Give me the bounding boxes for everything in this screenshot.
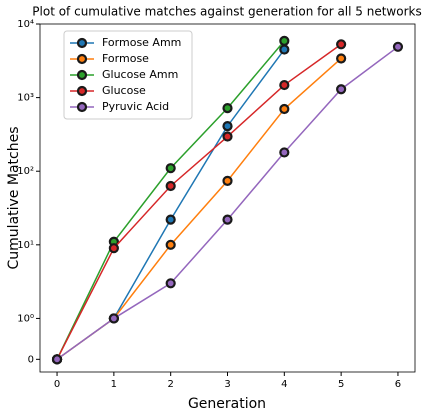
- y-axis-label: Cumulative Matches: [6, 127, 22, 270]
- legend-label: Glucose: [102, 84, 146, 97]
- legend-marker: [76, 85, 88, 97]
- legend-marker: [76, 69, 88, 81]
- data-point: [392, 41, 404, 52]
- data-point: [222, 121, 233, 132]
- legend-marker: [76, 101, 88, 113]
- data-point: [222, 214, 233, 225]
- data-point: [165, 214, 176, 225]
- data-point: [222, 131, 233, 142]
- y-tick-label: 10⁴: [17, 19, 34, 30]
- legend-marker: [76, 37, 88, 49]
- data-point: [51, 354, 63, 365]
- legend-box: [63, 30, 193, 120]
- x-tick-label: 0: [54, 379, 60, 390]
- data-point: [165, 239, 176, 250]
- legend-marker: [76, 53, 88, 65]
- data-point: [279, 79, 290, 91]
- y-tick-label: 10²: [17, 166, 34, 177]
- data-point: [165, 163, 176, 174]
- data-point: [336, 39, 347, 50]
- data-point: [336, 53, 347, 64]
- x-tick-label: 2: [167, 379, 173, 390]
- data-point: [165, 180, 176, 192]
- legend-label: Pyruvic Acid: [102, 100, 169, 113]
- data-point: [108, 243, 119, 254]
- y-tick-label: 10³: [17, 93, 34, 104]
- data-point: [222, 103, 233, 114]
- x-tick-label: 5: [338, 379, 344, 390]
- chart-title: Plot of cumulative matches against gener…: [32, 5, 421, 19]
- legend: Formose Amm Formose Glucose Amm Glucose Pyru…: [63, 30, 193, 120]
- y-tick-label: 10¹: [17, 240, 34, 251]
- legend-label: Glucose Amm: [102, 68, 178, 81]
- series-line: [56, 43, 342, 360]
- x-tick-label: 3: [224, 379, 230, 390]
- legend-label: Formose: [102, 52, 149, 65]
- data-point: [279, 103, 290, 115]
- legend-label: Formose Amm: [102, 36, 181, 49]
- y-tick-label: 10⁰: [17, 313, 34, 324]
- x-axis-label: Generation: [188, 396, 266, 412]
- plot-frame: [39, 23, 416, 373]
- data-point: [165, 278, 176, 289]
- data-point: [279, 35, 290, 46]
- data-point: [279, 44, 290, 55]
- x-tick-label: 1: [111, 379, 117, 390]
- y-tick-label: 0: [28, 354, 34, 365]
- x-tick-label: 6: [395, 379, 401, 390]
- data-point: [222, 175, 233, 186]
- data-point: [279, 147, 290, 158]
- x-tick-label: 4: [281, 379, 287, 390]
- data-point: [108, 313, 119, 324]
- data-point: [336, 84, 347, 95]
